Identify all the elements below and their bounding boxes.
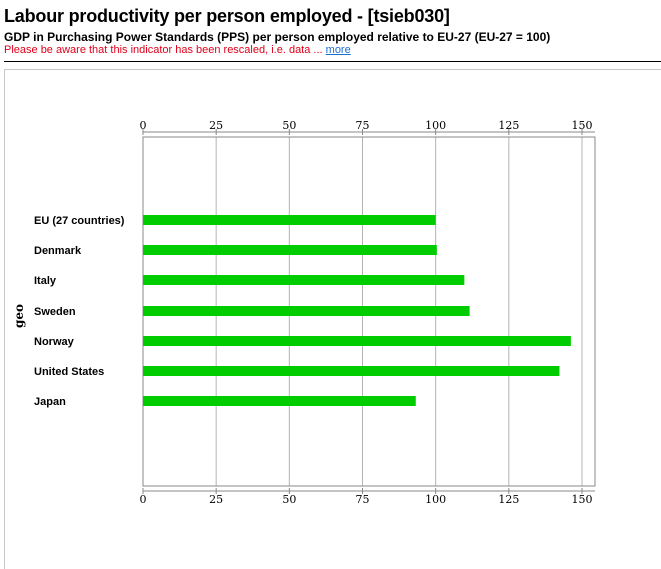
x-tick-label-bottom: 100 bbox=[425, 493, 446, 506]
x-axis-top: 0 25 50 75 100 125 150 bbox=[140, 119, 595, 135]
x-tick-label-top: 150 bbox=[572, 119, 593, 132]
bar bbox=[143, 366, 560, 376]
category-label: Norway bbox=[34, 336, 75, 348]
bar bbox=[143, 215, 436, 225]
x-tick-label-top: 0 bbox=[140, 119, 147, 132]
bars-layer bbox=[143, 215, 571, 406]
x-tick-label-top: 125 bbox=[498, 119, 519, 132]
bar bbox=[143, 336, 571, 346]
x-tick-label-top: 50 bbox=[282, 119, 296, 132]
chart-subtitle: GDP in Purchasing Power Standards (PPS) … bbox=[4, 30, 551, 44]
x-tick-label-bottom: 25 bbox=[209, 493, 223, 506]
rescale-notice: Please be aware that this indicator has … bbox=[4, 44, 351, 56]
x-axis-bottom: 0 25 50 75 100 125 150 bbox=[140, 488, 595, 506]
x-tick-label-top: 100 bbox=[425, 119, 446, 132]
x-tick-label-bottom: 125 bbox=[498, 493, 519, 506]
x-tick-label-bottom: 50 bbox=[282, 493, 296, 506]
x-tick-label-top: 75 bbox=[356, 119, 370, 132]
category-label: United States bbox=[34, 366, 104, 378]
y-axis-label: geo bbox=[12, 304, 26, 328]
category-label: Sweden bbox=[34, 306, 76, 318]
chart-title: Labour productivity per person employed … bbox=[4, 6, 450, 26]
category-label: Italy bbox=[34, 275, 57, 287]
category-label: Japan bbox=[34, 396, 66, 408]
bar bbox=[143, 275, 465, 285]
bar bbox=[143, 245, 437, 255]
x-tick-label-bottom: 150 bbox=[572, 493, 593, 506]
category-label: EU (27 countries) bbox=[34, 215, 125, 227]
chart-frame bbox=[4, 69, 661, 569]
x-tick-label-bottom: 0 bbox=[140, 493, 147, 506]
x-tick-label-top: 25 bbox=[209, 119, 223, 132]
rescale-notice-text: Please be aware that this indicator has … bbox=[4, 44, 323, 56]
category-labels: EU (27 countries) Denmark Italy Sweden Norwa… bbox=[34, 215, 125, 408]
more-link[interactable]: more bbox=[325, 44, 351, 56]
header-divider bbox=[4, 61, 661, 62]
x-tick-label-bottom: 75 bbox=[356, 493, 370, 506]
category-label: Denmark bbox=[34, 245, 82, 257]
bar bbox=[143, 396, 416, 406]
bar bbox=[143, 306, 470, 316]
